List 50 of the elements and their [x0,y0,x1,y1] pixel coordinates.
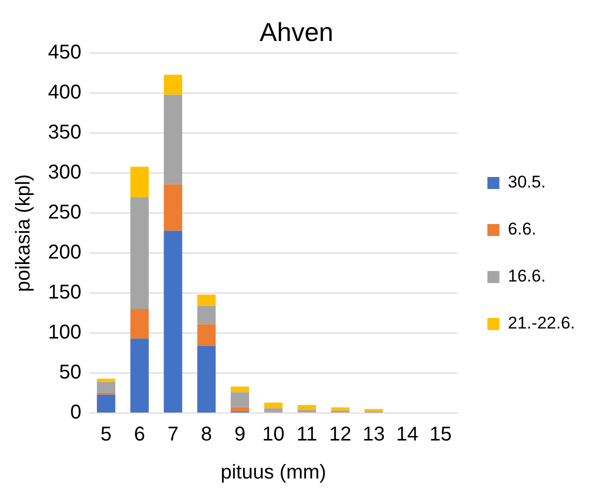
bar [96,394,116,412]
bar [130,166,149,198]
y-tick-label: 350 [48,122,82,144]
legend-label: 6.6. [508,220,536,239]
x-tick-label: 5 [100,424,112,446]
bar [197,346,216,412]
x-tick-label: 11 [296,424,318,446]
bar [164,230,182,412]
bar [264,402,283,408]
x-tick-label: 6 [134,424,146,446]
x-tick-label: 8 [200,424,212,446]
bar [96,382,116,394]
bar [230,386,250,392]
bar [164,94,182,184]
y-tick-label: 100 [48,322,82,344]
x-tick-label: 10 [262,424,285,446]
y-tick-label: 0 [70,402,82,424]
bar [197,294,216,306]
chart-title: Ahven [260,16,334,47]
bar [130,197,149,310]
y-axis-title: poikasia (kpl) [12,174,35,292]
bar [130,338,149,412]
x-axis-title: pituus (mm) [220,462,326,484]
x-tick-label: 7 [167,424,179,446]
y-tick-label: 450 [48,42,82,64]
y-tick-label: 300 [48,162,82,184]
legend-label: 16.6. [508,266,546,286]
x-tick-label: 9 [234,424,246,446]
y-tick-label: 150 [48,282,82,304]
y-tick-label: 400 [48,82,82,104]
bar [130,309,149,339]
y-tick-label: 200 [48,242,82,264]
x-tick-label: 15 [430,424,452,446]
y-tick-label: 50 [59,362,82,384]
y-tick-label: 250 [48,202,82,224]
x-tick-label: 12 [329,424,352,446]
bar [164,74,182,95]
bar [197,324,216,346]
x-tick-label: 14 [396,424,418,446]
bar [230,407,250,412]
bar [331,407,350,411]
bar [164,184,182,231]
legend-label: 21.-22.6. [508,314,576,333]
x-tick-label: 13 [362,424,385,446]
bar [298,405,316,410]
bar [264,408,283,412]
legend-label: 30.5. [508,172,546,192]
bar [96,378,116,382]
bar [197,306,216,324]
bar [230,392,250,408]
